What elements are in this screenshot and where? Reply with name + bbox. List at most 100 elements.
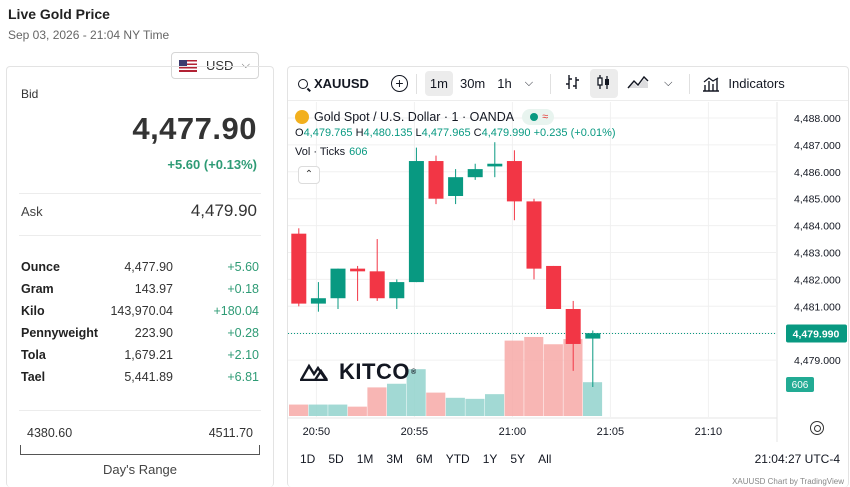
indicators-button[interactable]: Indicators [702, 75, 785, 92]
x-tick-label: 21:00 [499, 426, 527, 438]
ohlc-change: +0.235 (+0.01%) [533, 127, 616, 139]
gold-coin-icon [295, 110, 309, 124]
chart-legend-title: Gold Spot / U.S. Dollar · 1 · OANDA ≈ [295, 109, 555, 125]
days-range-high: 4511.70 [208, 426, 253, 440]
candle-body [310, 298, 326, 304]
volume-tag-label: 606 [792, 380, 809, 391]
unit-price: 1,679.21 [124, 348, 173, 362]
chart-type-chevron-icon[interactable]: ⌵ [664, 77, 673, 89]
timeframe-dropdown-chevron-icon[interactable]: ⌵ [524, 77, 534, 89]
candle-body [448, 177, 464, 197]
range-3m[interactable]: 3M [386, 452, 404, 466]
ohlc-low-value: 4,477.965 [421, 127, 471, 139]
market-status-pill[interactable]: ≈ [522, 109, 555, 125]
compare-add-icon[interactable]: + [390, 75, 408, 92]
kitco-logo-text: KITCO [339, 359, 410, 384]
unit-change: +0.18 [227, 282, 259, 296]
unit-change: +0.28 [227, 326, 259, 340]
ohlc-close-key: C [473, 127, 482, 139]
timeframe-30m[interactable]: 30m [459, 76, 486, 91]
divider [19, 410, 261, 411]
bid-change: +5.60 (+0.13%) [167, 157, 257, 172]
unit-price: 143.97 [134, 282, 173, 296]
x-tick-label: 21:05 [597, 426, 625, 438]
unit-price: 143,970.04 [110, 304, 173, 318]
y-tick-label: 4,488.000 [794, 113, 841, 125]
chart-toolbar: XAUUSD + 1m 30m 1h ⌵ ⌵ Indicators [288, 67, 848, 101]
unit-name: Tael [21, 370, 46, 384]
volume-bar [387, 383, 407, 416]
volume-bar [563, 339, 583, 416]
settings-gear-icon[interactable] [810, 421, 824, 435]
candle-body [487, 163, 503, 167]
range-5y[interactable]: 5Y [510, 452, 526, 466]
bid-price: 4,477.90 [132, 111, 257, 146]
area-chart-icon[interactable] [621, 69, 655, 98]
collapse-legend-button[interactable]: ⌃ [298, 166, 320, 184]
candlestick-chart[interactable]: 4,479.0004,480.0004,481.0004,482.0004,48… [288, 67, 849, 487]
page-title: Live Gold Price [8, 6, 110, 22]
y-tick-label: 4,487.000 [794, 140, 841, 152]
currency-select[interactable]: USD ⌵ [171, 52, 259, 79]
bid-label: Bid [21, 87, 39, 101]
candle-body [291, 233, 307, 304]
candle-body [330, 268, 346, 299]
y-tick-label: 4,479.000 [794, 355, 841, 367]
volume-legend: Vol · Ticks 606 [295, 146, 367, 158]
symbol-label: XAUUSD [314, 76, 369, 91]
ask-price: 4,479.90 [190, 201, 257, 220]
y-tick-label: 4,484.000 [794, 221, 841, 233]
volume-bar [504, 340, 524, 416]
chart-panel: XAUUSD + 1m 30m 1h ⌵ ⌵ Indicators 4,479.… [287, 66, 849, 487]
search-icon [298, 78, 308, 89]
volume-bar [328, 404, 348, 416]
candle-body [506, 161, 522, 202]
ohlc-open-value: 4,479.765 [303, 127, 353, 139]
indicators-icon [702, 75, 728, 92]
ohlc-high-value: 4,480.135 [363, 127, 413, 139]
unit-name: Kilo [21, 304, 45, 318]
range-6m[interactable]: 6M [416, 452, 433, 466]
currency-value: USD [206, 58, 234, 73]
ohlc-high-key: H [355, 127, 364, 139]
range-ytd[interactable]: YTD [445, 452, 470, 466]
volume-bar [308, 404, 328, 416]
y-tick-label: 4,485.000 [794, 194, 841, 206]
unit-change: +6.81 [227, 370, 259, 384]
unit-name: Gram [21, 282, 54, 296]
bar-style-icon[interactable] [559, 69, 587, 98]
chevron-down-icon: ⌵ [241, 59, 250, 71]
volume-bar [465, 398, 485, 416]
price-panel: Bid 4,477.90 +5.60 (+0.13%) Ask 4,479.90… [6, 66, 274, 487]
unit-row: Ounce 4,477.90 +5.60 [21, 260, 259, 278]
toolbar-divider [550, 73, 552, 94]
range-1d[interactable]: 1D [300, 452, 316, 466]
y-tick-label: 4,481.000 [794, 301, 841, 313]
y-tick-label: 4,482.000 [794, 274, 841, 286]
range-all[interactable]: All [538, 452, 552, 466]
unit-row: Pennyweight 223.90 +0.28 [21, 326, 259, 344]
tradingview-credit: XAUUSD Chart by TradingView [732, 477, 844, 486]
last-price-label: 4,479.990 [793, 328, 840, 340]
indicators-label: Indicators [728, 76, 785, 91]
unit-change: +5.60 [227, 260, 259, 274]
unit-row: Tael 5,441.89 +6.81 [21, 370, 259, 388]
days-range-bar [20, 445, 260, 455]
volume-bar [406, 369, 426, 416]
symbol-search[interactable]: XAUUSD [298, 76, 369, 91]
range-1m[interactable]: 1M [356, 452, 374, 466]
candle-body [565, 308, 581, 344]
days-range-label: Day's Range [102, 462, 178, 477]
candlestick-icon[interactable] [590, 69, 619, 98]
volume-value: 606 [349, 146, 368, 158]
timeframe-1h[interactable]: 1h [497, 76, 512, 91]
unit-name: Ounce [21, 260, 60, 274]
range-5d[interactable]: 5D [328, 452, 344, 466]
y-tick-label: 4,483.000 [794, 248, 841, 260]
unit-row: Gram 143.97 +0.18 [21, 282, 259, 300]
unit-change: +2.10 [227, 348, 259, 362]
timeframe-1m[interactable]: 1m [424, 71, 453, 96]
range-1y[interactable]: 1Y [482, 452, 498, 466]
x-tick-label: 20:50 [303, 426, 331, 438]
x-tick-label: 21:10 [695, 426, 723, 438]
